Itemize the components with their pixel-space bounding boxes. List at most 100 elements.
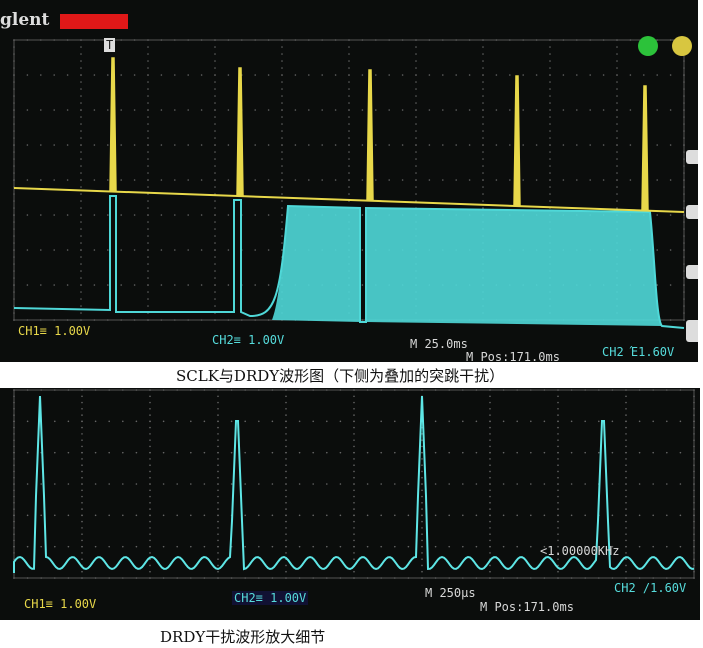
grid-dot — [80, 46, 82, 48]
grid-dot — [285, 533, 287, 535]
grid-dot — [616, 81, 618, 83]
grid-dot — [616, 186, 618, 188]
grid-dot — [285, 514, 287, 517]
grid-dot — [13, 401, 15, 404]
grid-dot — [81, 433, 83, 435]
grid-dot — [244, 420, 246, 423]
grid-dot — [281, 179, 283, 181]
grid-dot — [267, 214, 270, 216]
grid-dot — [348, 81, 350, 83]
grid-dot — [135, 545, 138, 548]
grid-dot — [348, 102, 350, 104]
grid-dot — [683, 193, 685, 195]
grid-dot — [40, 74, 42, 76]
grid-dot — [244, 451, 246, 454]
grid-dot — [93, 74, 96, 76]
grid-dot — [576, 144, 578, 146]
grid-dot — [66, 179, 69, 181]
grid-dot — [133, 179, 136, 181]
grid-dot — [217, 552, 219, 554]
grid-dot — [200, 179, 203, 181]
grid-dot — [326, 389, 328, 391]
grid-dot — [629, 144, 632, 146]
grid-dot — [625, 489, 627, 492]
grid-dot — [656, 74, 658, 76]
trigger-marker: T — [104, 38, 116, 52]
grid-dot — [482, 123, 484, 125]
grid-dot — [147, 95, 149, 97]
grid-dot — [174, 144, 176, 146]
grid-dot — [625, 577, 627, 579]
grid-dot — [214, 172, 216, 174]
grid-dot — [415, 172, 417, 174]
grid-dot — [353, 508, 355, 510]
grid-dot — [312, 451, 315, 454]
grid-dot — [281, 235, 283, 237]
grid-dot — [683, 228, 685, 230]
grid-dot — [147, 158, 149, 160]
grid-dot — [683, 60, 685, 62]
grid-dot — [66, 214, 69, 216]
grid-dot — [80, 95, 82, 97]
grid-dot — [482, 207, 484, 209]
grid-dot — [557, 451, 559, 454]
grid-dot — [281, 221, 283, 223]
grid-dot — [643, 74, 645, 76]
settings-icon — [672, 36, 692, 56]
grid-dot — [401, 74, 404, 76]
grid-dot — [40, 319, 42, 321]
grid-dot — [281, 39, 283, 41]
grid-dot — [421, 451, 423, 454]
grid-dot — [94, 451, 97, 454]
grid-dot — [495, 179, 498, 181]
grid-dot — [285, 520, 287, 523]
grid-dot — [625, 476, 627, 479]
grid-dot — [53, 109, 55, 111]
grid-dot — [482, 95, 484, 97]
grid-dot — [683, 95, 685, 97]
grid-dot — [489, 420, 491, 423]
grid-dot — [67, 483, 70, 485]
grid-dot — [353, 464, 355, 466]
grid-dot — [361, 144, 364, 146]
grid-dot — [543, 577, 546, 579]
grid-dot — [334, 39, 337, 41]
grid-dot — [394, 545, 396, 548]
grid-dot — [214, 95, 216, 97]
grid-dot — [149, 401, 151, 404]
grid-dot — [80, 130, 82, 132]
grid-dot — [625, 564, 627, 567]
grid-dot — [217, 420, 219, 423]
grid-dot — [434, 514, 437, 517]
grid-dot — [516, 545, 518, 548]
ch1-spike — [236, 67, 244, 197]
ch1-scale: CH1≡ 1.00V — [18, 324, 91, 338]
grid-dot — [308, 39, 310, 41]
grid-dot — [489, 476, 491, 479]
grid-dot — [281, 74, 283, 76]
grid-dot — [679, 514, 682, 517]
grid-dot — [693, 527, 695, 529]
grid-dot — [122, 420, 124, 423]
grid-dot — [94, 483, 97, 485]
grid-dot — [122, 577, 124, 579]
grid-dot — [285, 389, 287, 391]
grid-dot — [281, 67, 283, 69]
grid-dot — [570, 451, 573, 454]
grid-dot — [214, 179, 216, 181]
grid-dot — [13, 158, 15, 160]
grid-dot — [149, 476, 151, 479]
grid-dot — [557, 520, 559, 523]
grid-dot — [13, 298, 15, 300]
grid-dot — [693, 470, 695, 473]
grid-dot — [380, 577, 383, 579]
grid-dot — [26, 74, 29, 76]
grid-dot — [214, 298, 216, 300]
grid-dot — [549, 102, 551, 104]
grid-dot — [530, 483, 532, 485]
grid-dot — [353, 533, 355, 535]
grid-dot — [462, 483, 464, 485]
grid-dot — [366, 577, 369, 579]
grid-dot — [584, 420, 586, 423]
grid-dot — [147, 60, 149, 62]
